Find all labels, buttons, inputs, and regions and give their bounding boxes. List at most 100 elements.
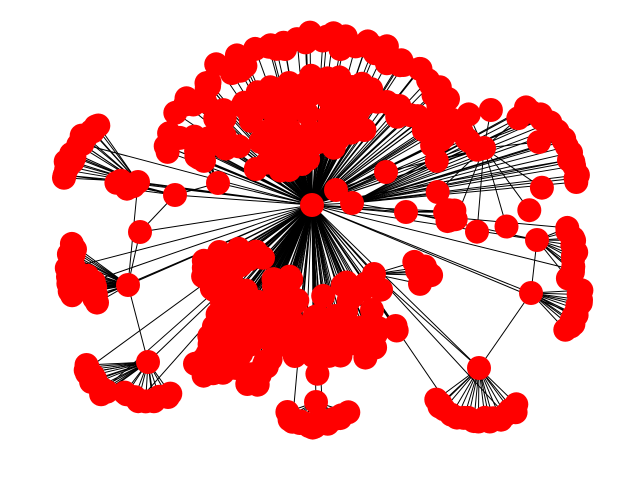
graph-hub-node — [519, 281, 543, 305]
graph-node — [465, 219, 489, 244]
graph-edge — [311, 204, 450, 213]
graph-hub-node — [206, 171, 230, 195]
graph-node — [431, 125, 456, 150]
graph-edge — [351, 152, 572, 204]
graph-node — [353, 345, 378, 370]
graph-node — [306, 121, 331, 146]
graph-node — [336, 289, 361, 313]
graph-node — [296, 147, 321, 172]
graph-node — [360, 298, 384, 322]
graph-hub-node — [163, 183, 187, 207]
graph-node — [254, 125, 279, 150]
graph-edge — [351, 128, 550, 204]
graph-hub-node — [525, 228, 549, 252]
graph-node — [309, 326, 334, 351]
graph-node — [213, 136, 238, 161]
graph-hub-node — [300, 193, 324, 217]
graph-edge — [311, 204, 347, 283]
graph-edge — [351, 130, 558, 204]
graph-node — [213, 321, 238, 346]
graph-node — [305, 361, 330, 386]
graph-node — [112, 380, 137, 405]
graph-node — [202, 278, 227, 303]
graph-node — [59, 231, 84, 256]
graph-node — [456, 102, 481, 127]
graph-node — [334, 270, 359, 295]
graph-node — [266, 275, 291, 299]
graph-edge — [311, 204, 480, 369]
graph-hub-node — [324, 178, 348, 202]
graph-node — [383, 314, 408, 338]
graph-node — [217, 350, 242, 375]
graph-node — [424, 148, 449, 173]
graph-node — [436, 198, 461, 223]
graph-node — [526, 130, 551, 155]
graph-edge — [139, 204, 313, 233]
graph-node — [415, 260, 440, 284]
graph-node — [268, 158, 293, 183]
graph-edge — [82, 143, 313, 206]
graph-edge — [71, 204, 313, 289]
graph-edge — [483, 147, 507, 227]
graph-hub-node — [128, 220, 152, 244]
graph-edge — [351, 161, 574, 204]
graph-node — [424, 387, 449, 412]
graph-node — [242, 90, 267, 114]
graph-edge — [311, 171, 387, 206]
graph-edge — [85, 204, 313, 371]
graph-hub-node — [394, 200, 418, 224]
graph-node — [295, 101, 320, 126]
graph-edge — [311, 204, 574, 271]
graph-node — [275, 400, 300, 424]
graph-node — [359, 316, 384, 341]
graph-node — [425, 180, 450, 204]
graph-node — [86, 113, 111, 138]
graph-edge — [311, 204, 458, 418]
graph-edge — [351, 165, 575, 204]
graph-edge — [311, 204, 506, 416]
graph-node — [506, 106, 531, 131]
graph-node — [244, 239, 268, 264]
graph-node — [121, 174, 146, 199]
graph-node — [194, 344, 219, 369]
graph-node — [157, 121, 182, 146]
graph-node — [197, 70, 222, 95]
graph-node — [465, 137, 490, 162]
graph-edge — [351, 145, 567, 204]
graph-hub-node — [374, 160, 398, 184]
graph-node — [310, 76, 335, 101]
graph-node — [74, 353, 99, 377]
graph-node — [243, 157, 268, 181]
graph-node — [303, 304, 328, 329]
graph-hub-node — [136, 350, 160, 374]
graph-node — [235, 372, 260, 396]
graph-edge — [73, 204, 313, 268]
graph-edge — [483, 147, 530, 211]
graph-hub-node — [467, 356, 491, 380]
graph-node — [311, 283, 336, 308]
graph-node — [182, 124, 207, 149]
graph-node — [321, 135, 346, 160]
graph-edge — [476, 147, 485, 232]
graph-node — [553, 317, 578, 342]
graph-node — [529, 175, 554, 200]
graph-node — [369, 277, 393, 302]
graph-node — [212, 106, 237, 131]
graph-node — [285, 288, 310, 313]
graph-node — [331, 317, 356, 342]
graph-node — [494, 214, 519, 239]
graph-hub-node — [304, 390, 328, 414]
graph-edge — [127, 284, 149, 363]
graph-node — [75, 263, 100, 288]
graph-node — [241, 296, 266, 321]
graph-node — [245, 319, 270, 344]
graph-node — [173, 92, 198, 117]
graph-node — [478, 98, 503, 122]
graph-node — [270, 312, 295, 337]
graph-hub-node — [116, 273, 140, 297]
graph-edge — [174, 194, 313, 206]
graph-edge — [478, 292, 532, 369]
graph-node — [564, 170, 589, 194]
graph-node — [347, 88, 372, 113]
